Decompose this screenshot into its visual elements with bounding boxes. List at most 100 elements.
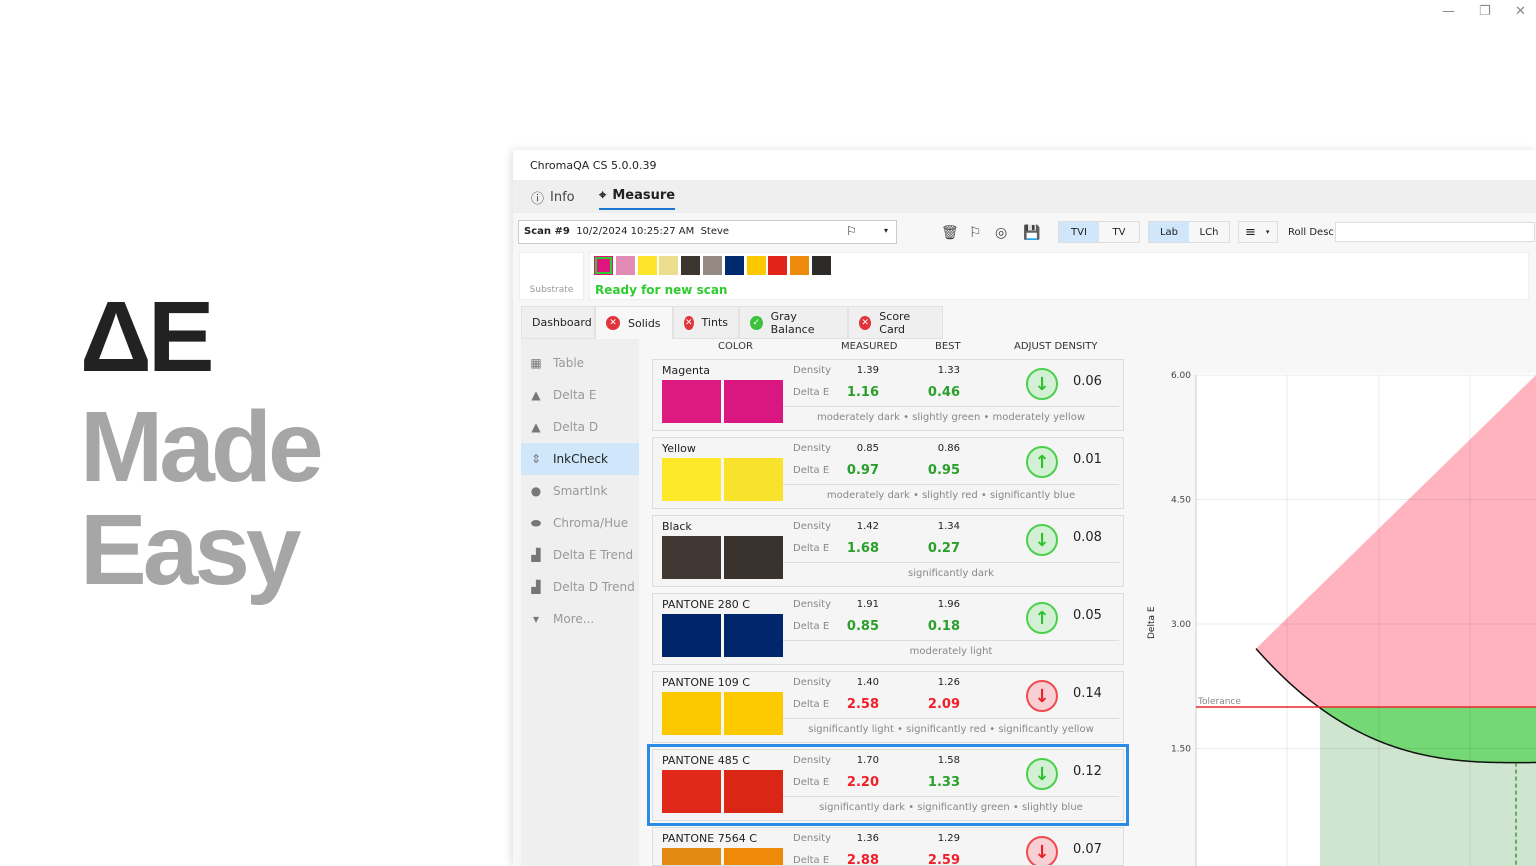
color-row[interactable]: PANTONE 109 C Density Delta E 1.40 1.26 2.58 2… xyxy=(652,671,1124,743)
arrow-down-icon: ↓ xyxy=(1026,758,1058,790)
adjust-density-value: 0.06 xyxy=(1073,374,1102,389)
roll-desc-input[interactable] xyxy=(1335,222,1535,242)
tab-score-card[interactable]: ✕ Score Card xyxy=(848,306,943,339)
color-row[interactable]: PANTONE 280 C Density Delta E 1.91 1.96 0.85 0… xyxy=(652,593,1124,665)
color-row[interactable]: PANTONE 7564 C Density Delta E 1.36 1.29 2.88… xyxy=(652,827,1124,866)
delta-e-label: Delta E xyxy=(793,465,830,476)
tab-tints[interactable]: ✕ Tints xyxy=(673,306,739,339)
ink-swatch[interactable] xyxy=(703,256,722,275)
ink-swatch[interactable] xyxy=(790,256,810,275)
adjust-density-value: 0.14 xyxy=(1073,686,1102,701)
col-measured: MEASURED xyxy=(841,341,898,352)
ink-swatch[interactable] xyxy=(615,256,635,275)
ink-swatch[interactable] xyxy=(594,256,613,275)
best-density: 1.26 xyxy=(937,677,960,688)
sidebar-item-delta-e-trend[interactable]: ▟ Delta E Trend xyxy=(521,539,639,571)
app-window: ChromaQA CS 5.0.0.39 ⓘ Info ⌖ Measure Scan… xyxy=(513,150,1536,866)
scan-datetime: 10/2/2024 10:25:27 AM xyxy=(576,226,695,237)
best-density: 1.29 xyxy=(937,833,960,844)
measured-density: 1.70 xyxy=(856,755,879,766)
measured-delta-e: 1.16 xyxy=(846,385,879,400)
nav-tab-info[interactable]: ⓘ Info xyxy=(531,188,575,207)
color-row[interactable]: Yellow Density Delta E 0.85 0.86 0.97 0.95 mode… xyxy=(652,437,1124,509)
minimize-button[interactable]: — xyxy=(1442,4,1455,19)
ink-swatch[interactable] xyxy=(681,256,701,275)
arrow-up-icon: ↑ xyxy=(1026,446,1058,478)
deviation-note: moderately dark • slightly red • signifi… xyxy=(826,490,1076,501)
tab-solids[interactable]: ✕ Solids xyxy=(595,306,673,339)
measured-density: 1.42 xyxy=(856,521,879,532)
color-name: PANTONE 485 C xyxy=(662,754,750,767)
tab-label: Gray Balance xyxy=(770,309,815,336)
ink-swatch[interactable] xyxy=(812,256,831,275)
best-color-chip xyxy=(724,692,783,735)
trend-icon: ▟ xyxy=(531,580,541,594)
divider xyxy=(783,718,1119,719)
ink-swatch[interactable] xyxy=(659,256,679,275)
close-button[interactable]: ✕ xyxy=(1515,4,1526,19)
sidebar-item-label: Delta D Trend xyxy=(553,580,635,594)
table-icon: ▦ xyxy=(530,356,542,370)
y-tick-label: 4.50 xyxy=(1171,496,1191,506)
sidebar-item-chroma-hue[interactable]: ⬬ Chroma/Hue xyxy=(521,507,639,539)
measured-density: 0.85 xyxy=(856,443,879,454)
tab-dashboard[interactable]: Dashboard xyxy=(521,306,595,339)
ink-swatch[interactable] xyxy=(768,256,788,275)
tv-button[interactable]: TV xyxy=(1112,226,1126,238)
density-label: Density xyxy=(793,755,832,766)
lch-button[interactable]: LCh xyxy=(1199,226,1219,238)
sidebar-item-delta-e[interactable]: ▲ Delta E xyxy=(521,379,639,411)
nav-tab-measure[interactable]: ⌖ Measure xyxy=(599,188,676,210)
sidebar-item-inkcheck[interactable]: ⇕ InkCheck xyxy=(521,443,639,475)
measured-density: 1.40 xyxy=(856,677,879,688)
sidebar-item-label: SmartInk xyxy=(553,484,608,498)
chevron-down-icon[interactable]: ▾ xyxy=(884,226,889,235)
chroma-hue-icon: ⬬ xyxy=(530,515,542,530)
sidebar-item-label: Delta D xyxy=(553,420,599,434)
measured-density: 1.91 xyxy=(856,599,879,610)
ink-swatch[interactable] xyxy=(637,256,657,275)
menu-button[interactable]: ≡ ▾ xyxy=(1238,221,1278,243)
ink-swatch[interactable] xyxy=(724,256,744,275)
tab-gray-balance[interactable]: ✓ Gray Balance xyxy=(739,306,848,339)
best-density: 0.86 xyxy=(937,443,960,454)
restore-button[interactable]: ❐ xyxy=(1479,4,1491,19)
delta-e-icon: ▲ xyxy=(531,388,541,402)
substrate-swatch[interactable]: Substrate xyxy=(519,252,584,300)
arrow-up-icon: ↑ xyxy=(1026,602,1058,634)
measured-delta-e: 0.85 xyxy=(846,619,879,634)
tvi-button[interactable]: TVI xyxy=(1059,222,1099,242)
crosshair-icon: ⌖ xyxy=(599,188,607,203)
adjust-density-value: 0.08 xyxy=(1073,530,1102,545)
sidebar-item-delta-d[interactable]: ▲ Delta D xyxy=(521,411,639,443)
best-delta-e: 0.18 xyxy=(927,619,960,634)
scan-selector[interactable]: Scan #9 10/2/2024 10:25:27 AM Steve ⚐ ▾ xyxy=(518,220,897,244)
color-row[interactable]: Black Density Delta E 1.42 1.34 1.68 0.27 signi… xyxy=(652,515,1124,587)
tab-label: Score Card xyxy=(879,309,911,336)
deviation-note: moderately light xyxy=(909,646,993,657)
y-tick-label: 6.00 xyxy=(1171,371,1191,381)
sidebar-item-table[interactable]: ▦ Table xyxy=(521,347,639,379)
ink-swatch[interactable] xyxy=(746,256,766,275)
nav-tab-label: Info xyxy=(550,190,575,205)
error-icon: ✕ xyxy=(859,315,872,330)
color-row[interactable]: PANTONE 485 C Density Delta E 1.70 1.58 2.20 1… xyxy=(647,744,1129,826)
sidebar-item-more[interactable]: ▾ More... xyxy=(521,603,639,635)
density-label: Density xyxy=(793,599,832,610)
color-name: Black xyxy=(662,520,692,533)
sidebar-item-smartink[interactable]: ● SmartInk xyxy=(521,475,639,507)
adjust-density-value: 0.07 xyxy=(1073,842,1102,857)
color-name: Yellow xyxy=(662,442,696,455)
delete-button[interactable]: 🗑 xyxy=(941,225,959,241)
color-row[interactable]: Magenta Density Delta E 1.39 1.33 1.16 0.46 mod… xyxy=(652,359,1124,431)
tvi-tv-toggle: TVI TV xyxy=(1058,221,1140,243)
divider xyxy=(783,796,1119,797)
lab-button[interactable]: Lab xyxy=(1149,222,1189,242)
save-button[interactable]: 💾 xyxy=(1023,225,1041,241)
delta-e-label: Delta E xyxy=(793,387,830,398)
target-button[interactable]: ◎ xyxy=(995,225,1008,241)
delta-e-label: Delta E xyxy=(793,543,830,554)
sidebar-item-delta-d-trend[interactable]: ▟ Delta D Trend xyxy=(521,571,639,603)
flag-button[interactable]: ⚐ xyxy=(969,225,982,241)
arrow-down-icon: ↓ xyxy=(1026,680,1058,712)
